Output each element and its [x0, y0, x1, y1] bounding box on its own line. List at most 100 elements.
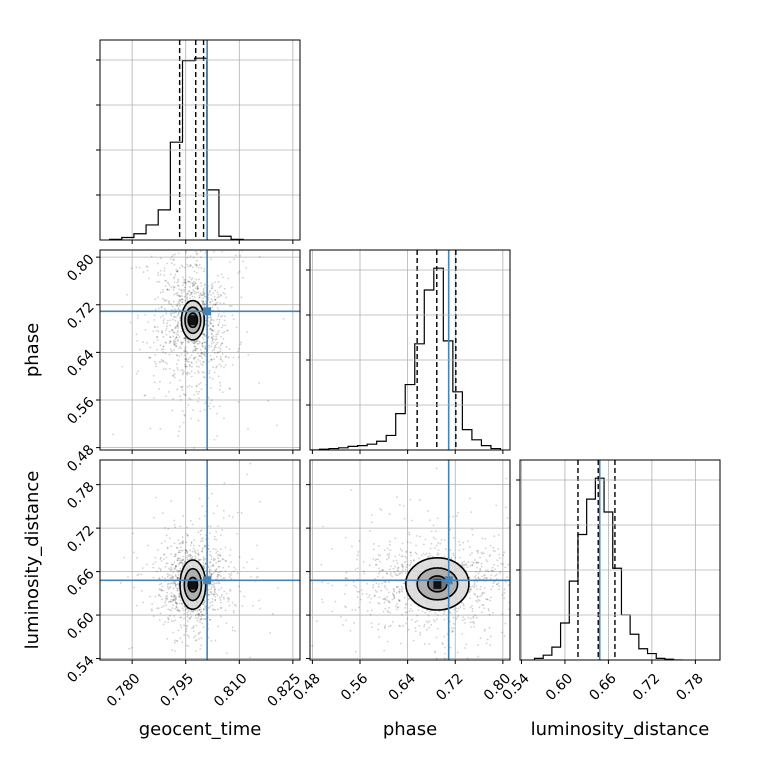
- scatter-point: [177, 539, 180, 541]
- scatter-point: [488, 555, 491, 558]
- scatter-point: [195, 624, 198, 627]
- scatter-point: [192, 609, 194, 612]
- scatter-point: [177, 608, 179, 611]
- scatter-point: [217, 525, 219, 527]
- scatter-point: [155, 336, 158, 339]
- scatter-point: [526, 573, 528, 575]
- scatter-point: [184, 346, 187, 348]
- scatter-point: [491, 585, 494, 588]
- scatter-point: [186, 611, 189, 614]
- scatter-point: [216, 333, 219, 336]
- scatter-point: [483, 576, 486, 579]
- scatter-point: [214, 344, 217, 347]
- scatter-point: [172, 254, 175, 256]
- scatter-point: [464, 647, 466, 649]
- scatter-point: [172, 620, 175, 623]
- scatter-point: [180, 398, 182, 401]
- scatter-point: [383, 601, 386, 604]
- scatter-point: [378, 596, 381, 599]
- scatter-point: [220, 342, 223, 345]
- scatter-point: [178, 551, 180, 554]
- scatter-point: [203, 371, 205, 374]
- scatter-point: [191, 282, 194, 285]
- scatter-point: [159, 583, 161, 586]
- scatter-point: [201, 336, 204, 339]
- scatter-point: [256, 544, 259, 547]
- scatter-point: [210, 588, 213, 590]
- scatter-point: [211, 287, 213, 290]
- scatter-point: [402, 566, 405, 569]
- scatter-point: [179, 345, 182, 348]
- scatter-point: [482, 578, 485, 580]
- scatter-point: [246, 561, 248, 563]
- scatter-point: [387, 600, 390, 603]
- scatter-point: [174, 598, 177, 601]
- scatter-point: [160, 306, 163, 309]
- scatter-point: [510, 562, 512, 564]
- scatter-point: [401, 542, 404, 545]
- scatter-point: [472, 617, 475, 619]
- scatter-point: [169, 381, 171, 384]
- scatter-point: [196, 285, 199, 287]
- scatter-point: [452, 536, 455, 539]
- scatter-point: [229, 554, 231, 557]
- scatter-point: [189, 356, 192, 359]
- scatter-point: [218, 295, 220, 298]
- scatter-point: [229, 305, 231, 307]
- scatter-point: [492, 549, 495, 552]
- scatter-point: [477, 561, 479, 564]
- scatter-point: [495, 504, 498, 507]
- scatter-point: [176, 339, 179, 342]
- scatter-point: [532, 559, 534, 561]
- scatter-point: [186, 634, 189, 637]
- scatter-point: [533, 594, 535, 596]
- scatter-point: [471, 610, 474, 613]
- scatter-point: [178, 355, 181, 358]
- scatter-point: [208, 316, 210, 319]
- scatter-point: [197, 342, 200, 345]
- scatter-point: [177, 577, 179, 580]
- scatter-point: [169, 573, 172, 576]
- scatter-point: [235, 241, 237, 243]
- scatter-point: [424, 611, 427, 614]
- contour-line: [416, 567, 459, 601]
- x-axis-label: phase: [383, 719, 437, 740]
- scatter-point: [391, 598, 394, 601]
- scatter-point: [197, 358, 200, 361]
- scatter-point: [204, 618, 207, 620]
- scatter-point: [179, 546, 182, 549]
- scatter-point: [198, 613, 201, 615]
- scatter-point: [540, 557, 542, 559]
- scatter-point: [185, 245, 187, 247]
- scatter-point: [345, 571, 348, 574]
- scatter-point: [195, 244, 197, 246]
- scatter-point: [208, 584, 211, 587]
- scatter-point: [187, 341, 190, 344]
- scatter-point: [406, 563, 409, 566]
- scatter-point: [189, 294, 191, 296]
- scatter-point: [485, 642, 488, 645]
- scatter-point: [200, 538, 203, 541]
- scatter-point: [377, 601, 380, 604]
- scatter-point: [183, 617, 185, 620]
- scatter-point: [156, 339, 159, 341]
- scatter-point: [157, 549, 159, 551]
- scatter-point: [220, 358, 223, 361]
- scatter-point: [181, 410, 184, 412]
- scatter-point: [210, 337, 213, 339]
- scatter-point: [188, 360, 190, 363]
- scatter-point: [201, 357, 204, 360]
- scatter-point: [394, 537, 397, 540]
- scatter-point: [169, 568, 171, 571]
- scatter-point: [531, 618, 533, 620]
- scatter-point: [198, 294, 201, 297]
- scatter-point: [188, 635, 190, 638]
- scatter-point: [229, 387, 231, 390]
- scatter-point: [204, 335, 207, 338]
- scatter-point: [267, 400, 270, 402]
- scatter-point: [202, 556, 205, 559]
- scatter-point: [200, 617, 203, 620]
- scatter-point: [179, 299, 182, 301]
- scatter-point: [194, 349, 197, 351]
- scatter-point: [196, 610, 199, 613]
